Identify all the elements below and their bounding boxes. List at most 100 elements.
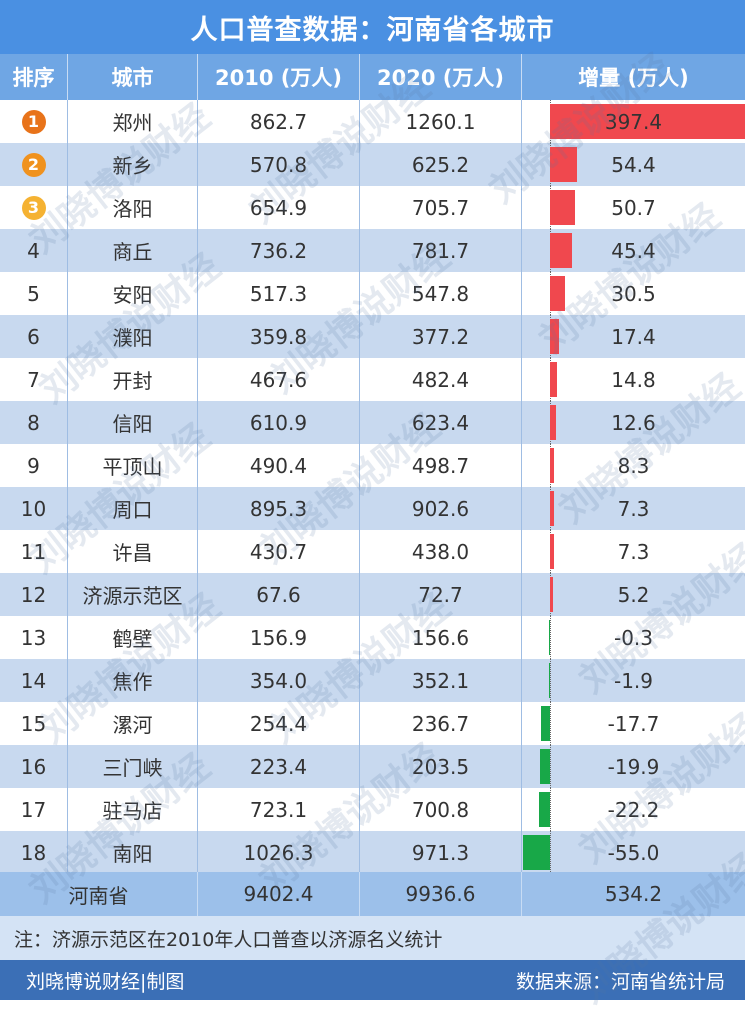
rank-badge-icon: 3 (21, 195, 46, 220)
city-cell: 商丘 (68, 229, 198, 272)
header-2020: 2020 (万人) (360, 54, 522, 100)
value-2010-cell: 254.4 (198, 702, 360, 745)
footer: 刘晓博说财经|制图 数据来源：河南省统计局 (0, 960, 745, 1000)
city-cell: 漯河 (68, 702, 198, 745)
value-2020-cell: 377.2 (360, 315, 522, 358)
table-row: 1 郑州 862.7 1260.1 397.4 (0, 100, 745, 143)
value-2020-cell: 700.8 (360, 788, 522, 831)
increase-bar (550, 491, 554, 526)
increase-label: 7.3 (617, 539, 650, 564)
value-2010-cell: 430.7 (198, 530, 360, 573)
table-row: 15 漯河 254.4 236.7 -17.7 (0, 702, 745, 745)
value-2010-cell: 570.8 (198, 143, 360, 186)
increase-label: -19.9 (607, 754, 660, 779)
value-2010-cell: 359.8 (198, 315, 360, 358)
increase-bar (550, 448, 555, 483)
table-row: 11 许昌 430.7 438.0 7.3 (0, 530, 745, 573)
value-2020-cell: 498.7 (360, 444, 522, 487)
city-cell: 驻马店 (68, 788, 198, 831)
value-2010-cell: 517.3 (198, 272, 360, 315)
increase-label: 50.7 (611, 195, 656, 220)
total-2010: 9402.4 (198, 872, 360, 916)
rank-cell: 17 (0, 788, 68, 831)
table-row: 18 南阳 1026.3 971.3 -55.0 (0, 831, 745, 874)
total-label: 河南省 (0, 872, 198, 916)
table-header: 排序 城市 2010 (万人) 2020 (万人) 增量 (万人) (0, 54, 745, 100)
increase-bar (550, 405, 557, 440)
value-2010-cell: 490.4 (198, 444, 360, 487)
increase-bar (538, 792, 550, 827)
increase-bar (541, 706, 550, 741)
city-cell: 安阳 (68, 272, 198, 315)
zero-axis-line (550, 788, 551, 831)
increase-label: -1.9 (613, 668, 654, 693)
table-row: 7 开封 467.6 482.4 14.8 (0, 358, 745, 401)
header-city: 城市 (68, 54, 198, 100)
city-cell: 濮阳 (68, 315, 198, 358)
city-cell: 焦作 (68, 659, 198, 702)
value-2010-cell: 723.1 (198, 788, 360, 831)
rank-cell: 12 (0, 573, 68, 616)
table-row: 14 焦作 354.0 352.1 -1.9 (0, 659, 745, 702)
value-2020-cell: 72.7 (360, 573, 522, 616)
value-2020-cell: 352.1 (360, 659, 522, 702)
increase-bar (550, 233, 573, 268)
increase-label: 5.2 (617, 582, 650, 607)
increase-label: 30.5 (611, 281, 656, 306)
value-2020-cell: 236.7 (360, 702, 522, 745)
page-title: 人口普查数据：河南省各城市 (0, 0, 745, 54)
rank-badge-icon: 1 (21, 109, 46, 134)
increase-bar (550, 534, 554, 569)
rank-cell: 13 (0, 616, 68, 659)
value-2010-cell: 354.0 (198, 659, 360, 702)
city-cell: 郑州 (68, 100, 198, 143)
city-cell: 济源示范区 (68, 573, 198, 616)
rank-cell: 15 (0, 702, 68, 745)
value-2020-cell: 623.4 (360, 401, 522, 444)
increase-label: 54.4 (611, 152, 656, 177)
increase-bar (540, 749, 550, 784)
rank-cell: 10 (0, 487, 68, 530)
value-2010-cell: 862.7 (198, 100, 360, 143)
increase-bar (550, 577, 553, 612)
city-cell: 鹤壁 (68, 616, 198, 659)
increase-label: 12.6 (611, 410, 656, 435)
city-cell: 三门峡 (68, 745, 198, 788)
footer-source: 数据来源：河南省统计局 (515, 970, 725, 993)
table-row: 2 新乡 570.8 625.2 54.4 (0, 143, 745, 186)
rank-cell: 9 (0, 444, 68, 487)
total-increase: 534.2 (604, 882, 663, 906)
increase-bar (550, 190, 575, 225)
city-cell: 南阳 (68, 831, 198, 874)
increase-bar (550, 319, 559, 354)
value-2020-cell: 971.3 (360, 831, 522, 874)
header-2010: 2010 (万人) (198, 54, 360, 100)
increase-bar (522, 835, 550, 870)
header-increase: 增量 (万人) (578, 66, 689, 90)
rank-cell: 1 (0, 100, 68, 143)
footer-credit: 刘晓博说财经|制图 (26, 970, 185, 993)
total-2020: 9936.6 (360, 872, 522, 916)
rank-cell: 2 (0, 143, 68, 186)
zero-axis-line (550, 616, 551, 659)
value-2010-cell: 67.6 (198, 573, 360, 616)
value-2010-cell: 736.2 (198, 229, 360, 272)
table-row: 16 三门峡 223.4 203.5 -19.9 (0, 745, 745, 788)
increase-bar (550, 147, 577, 182)
zero-axis-line (550, 745, 551, 788)
value-2010-cell: 1026.3 (198, 831, 360, 874)
city-cell: 许昌 (68, 530, 198, 573)
increase-bar (550, 104, 745, 139)
table-row: 3 洛阳 654.9 705.7 50.7 (0, 186, 745, 229)
rank-badge-icon: 2 (21, 152, 46, 177)
zero-axis-line (550, 831, 551, 874)
table-row: 6 濮阳 359.8 377.2 17.4 (0, 315, 745, 358)
value-2010-cell: 895.3 (198, 487, 360, 530)
value-2020-cell: 625.2 (360, 143, 522, 186)
total-row: 河南省 9402.4 9936.6 534.2 (0, 872, 745, 916)
value-2010-cell: 610.9 (198, 401, 360, 444)
increase-label: -17.7 (607, 711, 660, 736)
increase-label: 14.8 (611, 367, 656, 392)
increase-label: 7.3 (617, 496, 650, 521)
